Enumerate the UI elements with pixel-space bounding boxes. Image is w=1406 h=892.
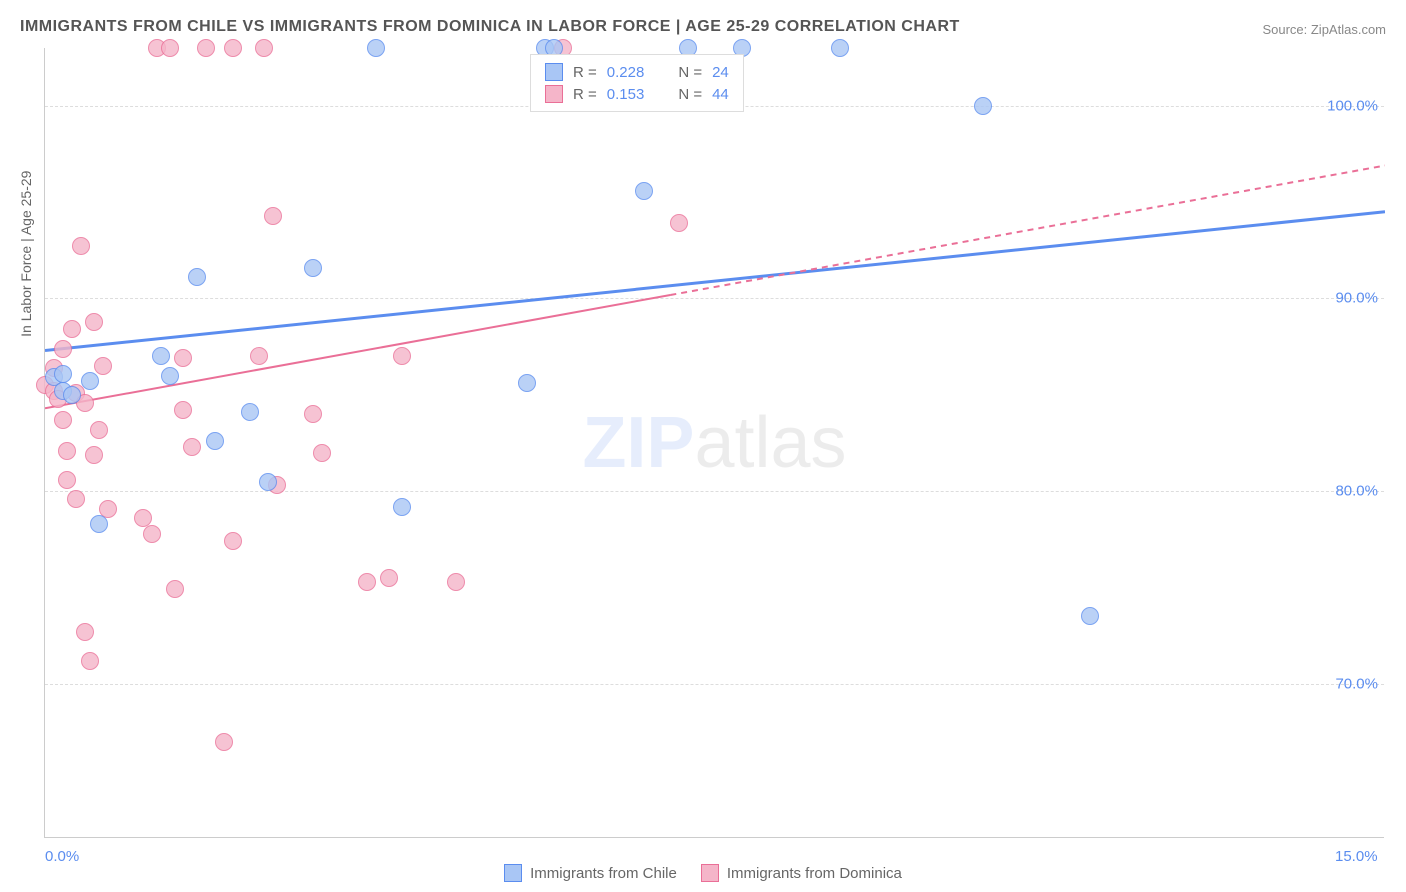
legend-swatch bbox=[545, 85, 563, 103]
data-point-dominica bbox=[81, 652, 99, 670]
legend-label: Immigrants from Dominica bbox=[727, 865, 902, 882]
data-point-dominica bbox=[264, 207, 282, 225]
x-tick-label: 0.0% bbox=[45, 848, 79, 865]
stats-r-label: R = bbox=[573, 86, 597, 103]
data-point-dominica bbox=[63, 320, 81, 338]
legend-swatch bbox=[545, 63, 563, 81]
data-point-chile bbox=[259, 473, 277, 491]
data-point-dominica bbox=[313, 444, 331, 462]
x-tick-label: 15.0% bbox=[1335, 848, 1378, 865]
source-label: Source: ZipAtlas.com bbox=[1262, 22, 1386, 37]
data-point-chile bbox=[635, 182, 653, 200]
data-point-chile bbox=[161, 367, 179, 385]
data-point-dominica bbox=[174, 349, 192, 367]
data-point-dominica bbox=[166, 580, 184, 598]
legend-swatch bbox=[701, 864, 719, 882]
data-point-dominica bbox=[358, 573, 376, 591]
gridline bbox=[45, 491, 1384, 492]
data-point-dominica bbox=[224, 532, 242, 550]
data-point-dominica bbox=[183, 438, 201, 456]
stats-r-value: 0.153 bbox=[607, 86, 645, 103]
data-point-dominica bbox=[54, 340, 72, 358]
data-point-chile bbox=[393, 498, 411, 516]
stats-n-value: 24 bbox=[712, 64, 729, 81]
legend-item-dominica: Immigrants from Dominica bbox=[701, 864, 902, 882]
legend-swatch bbox=[504, 864, 522, 882]
data-point-dominica bbox=[670, 214, 688, 232]
data-point-dominica bbox=[54, 411, 72, 429]
y-tick-label: 90.0% bbox=[1335, 290, 1378, 307]
data-point-chile bbox=[831, 39, 849, 57]
data-point-chile bbox=[152, 347, 170, 365]
watermark-suffix: atlas bbox=[694, 403, 846, 483]
data-point-dominica bbox=[380, 569, 398, 587]
legend-item-chile: Immigrants from Chile bbox=[504, 864, 677, 882]
watermark: ZIPatlas bbox=[582, 402, 846, 484]
stats-legend-box: R = 0.228 N = 24 R = 0.153 N = 44 bbox=[530, 54, 744, 112]
data-point-dominica bbox=[161, 39, 179, 57]
data-point-chile bbox=[206, 432, 224, 450]
data-point-dominica bbox=[224, 39, 242, 57]
data-point-dominica bbox=[90, 421, 108, 439]
data-point-dominica bbox=[72, 237, 90, 255]
data-point-dominica bbox=[393, 347, 411, 365]
data-point-dominica bbox=[143, 525, 161, 543]
series-legend: Immigrants from Chile Immigrants from Dom… bbox=[0, 864, 1406, 886]
data-point-dominica bbox=[67, 490, 85, 508]
watermark-main: ZIP bbox=[582, 403, 694, 483]
data-point-dominica bbox=[85, 446, 103, 464]
stats-r-value: 0.228 bbox=[607, 64, 645, 81]
data-point-dominica bbox=[215, 733, 233, 751]
data-point-chile bbox=[974, 97, 992, 115]
data-point-dominica bbox=[255, 39, 273, 57]
data-point-dominica bbox=[58, 442, 76, 460]
data-point-chile bbox=[304, 259, 322, 277]
data-point-dominica bbox=[174, 401, 192, 419]
stats-n-label: N = bbox=[678, 86, 702, 103]
data-point-dominica bbox=[304, 405, 322, 423]
data-point-chile bbox=[1081, 607, 1099, 625]
legend-label: Immigrants from Chile bbox=[530, 865, 677, 882]
stats-n-label: N = bbox=[678, 64, 702, 81]
data-point-dominica bbox=[250, 347, 268, 365]
data-point-chile bbox=[188, 268, 206, 286]
plot-area: ZIPatlas 70.0%80.0%90.0%100.0%0.0%15.0% bbox=[44, 48, 1384, 838]
stats-n-value: 44 bbox=[712, 86, 729, 103]
data-point-chile bbox=[518, 374, 536, 392]
stats-row-dominica: R = 0.153 N = 44 bbox=[545, 83, 729, 105]
data-point-chile bbox=[81, 372, 99, 390]
stats-r-label: R = bbox=[573, 64, 597, 81]
y-axis-title: In Labor Force | Age 25-29 bbox=[18, 171, 34, 337]
data-point-dominica bbox=[197, 39, 215, 57]
gridline bbox=[45, 684, 1384, 685]
data-point-chile bbox=[241, 403, 259, 421]
stats-row-chile: R = 0.228 N = 24 bbox=[545, 61, 729, 83]
y-tick-label: 100.0% bbox=[1327, 97, 1378, 114]
data-point-dominica bbox=[76, 623, 94, 641]
y-tick-label: 70.0% bbox=[1335, 675, 1378, 692]
data-point-chile bbox=[367, 39, 385, 57]
data-point-chile bbox=[54, 365, 72, 383]
data-point-chile bbox=[63, 386, 81, 404]
data-point-dominica bbox=[85, 313, 103, 331]
data-point-dominica bbox=[447, 573, 465, 591]
data-point-chile bbox=[90, 515, 108, 533]
y-tick-label: 80.0% bbox=[1335, 483, 1378, 500]
gridline bbox=[45, 298, 1384, 299]
data-point-dominica bbox=[58, 471, 76, 489]
data-point-dominica bbox=[94, 357, 112, 375]
trend-lines-layer bbox=[45, 48, 1385, 838]
chart-title: IMMIGRANTS FROM CHILE VS IMMIGRANTS FROM… bbox=[20, 18, 960, 36]
